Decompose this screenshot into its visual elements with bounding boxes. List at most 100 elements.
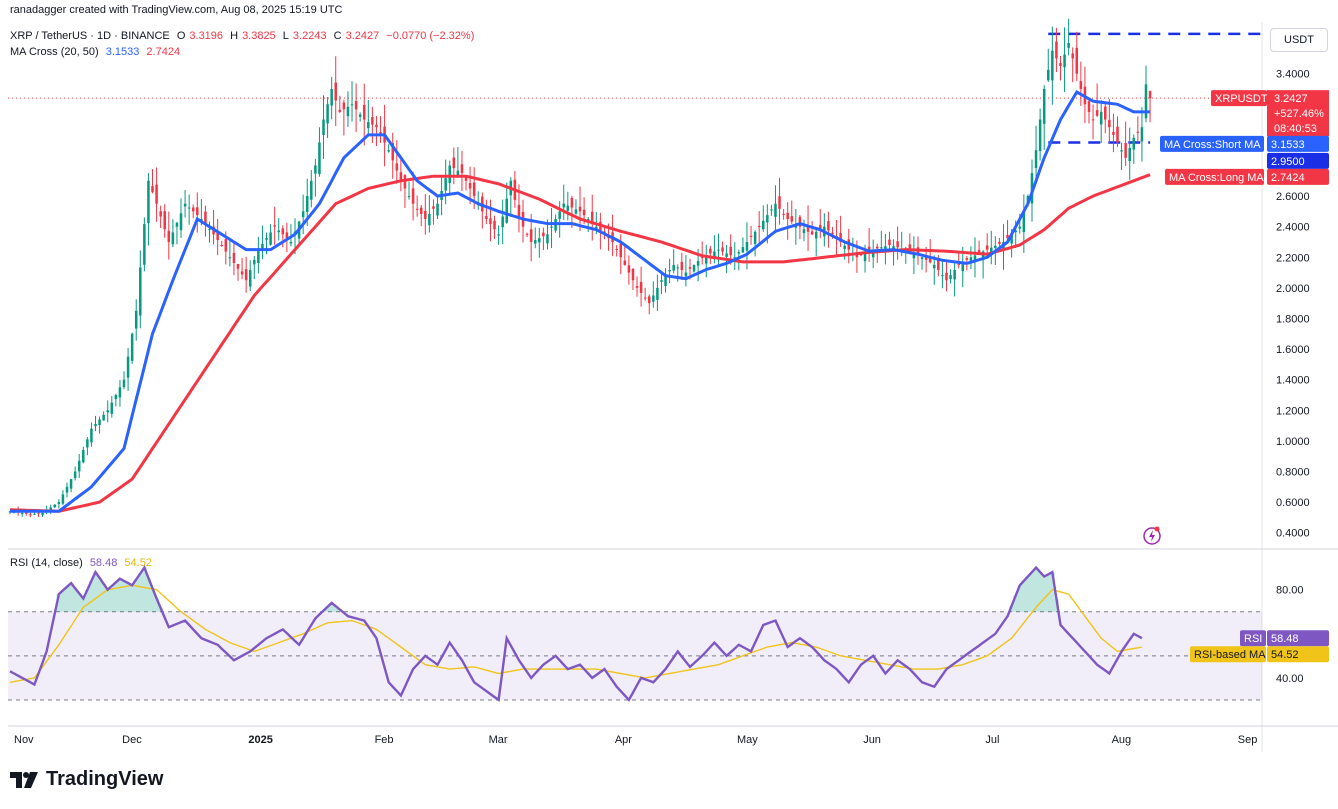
support-level-tag-bg — [1267, 152, 1329, 169]
candle-body — [680, 261, 684, 271]
candle-body — [1148, 91, 1152, 99]
candle-body — [497, 234, 500, 236]
candle-body — [668, 270, 671, 272]
candle-body — [631, 268, 635, 281]
candle-body — [1140, 127, 1144, 142]
candle-body — [310, 180, 313, 200]
rsi-ma-name-tag: RSI-based MA — [1190, 646, 1266, 663]
support-level-tag: 2.9500 — [1267, 152, 1329, 169]
ma-cross-label: MA Cross (20, 50) — [10, 46, 99, 58]
candle-body — [20, 513, 24, 515]
long-ma-name-tag-bg — [1165, 168, 1264, 185]
candle-body — [627, 265, 631, 273]
candle-body — [505, 198, 509, 223]
candle-body — [814, 231, 818, 239]
candle-body — [965, 257, 969, 260]
long-ma-value-tag-bg — [1267, 168, 1329, 185]
candle-body — [550, 226, 553, 228]
candle-body — [77, 460, 81, 472]
time-tick-label: Jun — [863, 734, 881, 746]
short-ma-line — [10, 89, 1151, 513]
candle-body — [375, 124, 378, 128]
close-label: C — [333, 30, 342, 42]
short-ma-name-tag: MA Cross:Short MA — [1160, 135, 1264, 152]
candle-body — [652, 295, 655, 302]
candle-body — [53, 504, 57, 508]
candle-body — [774, 203, 777, 217]
candle-body — [240, 271, 244, 275]
candle-body — [432, 206, 435, 209]
candle-body — [688, 267, 692, 269]
rsi-overbought-fill — [56, 567, 1059, 612]
price-tick-label: 1.4000 — [1276, 375, 1310, 387]
candle-body — [737, 252, 741, 254]
candle-body — [517, 204, 521, 220]
candle-body — [570, 197, 574, 208]
candle-body — [139, 267, 142, 316]
candle-body — [485, 215, 488, 220]
candle-body — [106, 410, 109, 413]
candle-body — [1079, 81, 1083, 89]
candle-body — [118, 387, 122, 398]
time-tick-label: Dec — [122, 734, 142, 746]
rsi-ma-value-tag: 54.52 — [1267, 646, 1329, 663]
candle-body — [888, 239, 891, 246]
candle-body — [326, 104, 329, 124]
time-tick-label: Feb — [375, 734, 394, 746]
candle-body — [672, 264, 675, 271]
ticker-tag: XRPUSDT — [1211, 90, 1268, 107]
candle-body — [704, 255, 708, 264]
ma-cross-legend[interactable]: MA Cross (20, 50) 3.1533 2.7424 — [10, 46, 184, 58]
candle-body — [281, 228, 285, 235]
candle-body — [1112, 131, 1115, 135]
candle-body — [1063, 54, 1066, 68]
price-tick-label: 0.4000 — [1276, 528, 1310, 540]
candle-body — [452, 157, 456, 169]
candle-body — [1132, 137, 1136, 150]
candle-body — [725, 253, 728, 257]
candle-body — [407, 196, 411, 198]
candle-body — [460, 164, 464, 174]
alert-lightning-icon — [1143, 526, 1161, 545]
candle-body — [273, 225, 276, 227]
currency-unit-button[interactable]: USDT — [1270, 28, 1328, 52]
candle-body — [346, 106, 350, 117]
candle-body — [761, 220, 765, 230]
candle-body — [721, 247, 724, 252]
time-tick-label: Mar — [489, 734, 508, 746]
symbol-name[interactable]: XRP / TetherUS · 1D · BINANCE — [10, 30, 170, 42]
candle-body — [1055, 41, 1058, 59]
candle-body — [749, 235, 753, 237]
candle-body — [880, 247, 883, 249]
rsi-line — [9, 565, 1143, 703]
candle-body — [619, 243, 623, 258]
candle-body — [338, 109, 342, 112]
candle-body — [533, 240, 537, 244]
candle-body — [945, 272, 948, 281]
candle-body — [1128, 147, 1131, 162]
candle-body — [33, 513, 36, 515]
candle-body — [977, 249, 981, 254]
candle-body — [163, 211, 166, 230]
candle-body — [419, 207, 423, 214]
candle-body — [574, 209, 578, 214]
price-tick-label: 2.0000 — [1276, 283, 1310, 295]
candle-body — [757, 225, 761, 227]
candle-body — [387, 150, 390, 152]
tradingview-logo: TradingView — [10, 768, 163, 791]
rsi-legend[interactable]: RSI (14, close) 58.48 54.52 — [10, 557, 156, 569]
candle-body — [265, 238, 268, 240]
rsi-label: RSI (14, close) — [10, 557, 83, 569]
candle-body — [876, 246, 879, 249]
candle-body — [786, 212, 789, 220]
candle-body — [257, 249, 260, 263]
candle-body — [578, 206, 582, 212]
candle-body — [187, 207, 191, 209]
candle-body — [941, 275, 944, 277]
candle-body — [204, 211, 207, 225]
price-tick-label: 2.6000 — [1276, 191, 1310, 203]
candle-body — [428, 213, 431, 226]
short-ma-name-tag-text: MA Cross:Short MA — [1164, 139, 1261, 151]
candle-body — [1014, 230, 1017, 233]
